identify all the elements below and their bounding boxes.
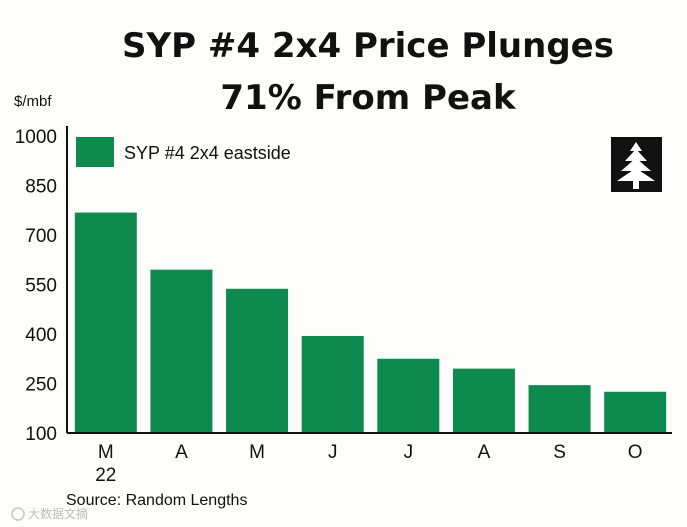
bar: [150, 269, 213, 433]
x-tick-label: S: [553, 442, 566, 463]
x-tick-sublabel: 22: [95, 465, 116, 486]
y-tick-label: 400: [25, 325, 57, 346]
source-note: Source: Random Lengths: [66, 492, 247, 509]
bar: [226, 288, 289, 433]
x-tick-label: J: [404, 442, 414, 463]
watermark: 大数据文摘: [11, 506, 88, 521]
tree-logo: [611, 137, 662, 192]
bar: [452, 368, 515, 433]
y-tick-label: 700: [25, 226, 57, 247]
bar: [377, 358, 440, 433]
x-tick-label: A: [478, 442, 491, 463]
y-tick-label: 100: [25, 424, 57, 445]
x-tick-label: J: [328, 442, 338, 463]
legend: SYP #4 2x4 eastside: [76, 137, 291, 167]
x-tick-label: O: [628, 442, 643, 463]
y-tick-label: 550: [25, 276, 57, 297]
chart-subtitle: 71% From Peak: [220, 78, 517, 118]
legend-swatch: [76, 137, 114, 167]
y-tick-label: 850: [25, 177, 57, 198]
y-tick-label: 250: [25, 375, 57, 396]
bars: [74, 212, 667, 433]
legend-label: SYP #4 2x4 eastside: [124, 143, 291, 163]
watermark-icon: [11, 507, 25, 521]
chart-title: SYP #4 2x4 Price Plunges: [122, 26, 614, 66]
y-axis-unit-label: $/mbf: [14, 93, 52, 110]
bar: [301, 335, 364, 433]
x-tick-label: M: [249, 442, 265, 463]
x-tick-label: M: [98, 442, 114, 463]
y-axis-ticks: 1000 850 700 550 400 250 100: [15, 127, 57, 445]
bar: [604, 391, 667, 433]
watermark-text: 大数据文摘: [28, 506, 88, 521]
bar: [74, 212, 137, 433]
bar: [528, 385, 591, 433]
y-tick-label: 1000: [15, 127, 57, 148]
x-tick-label: A: [175, 442, 188, 463]
